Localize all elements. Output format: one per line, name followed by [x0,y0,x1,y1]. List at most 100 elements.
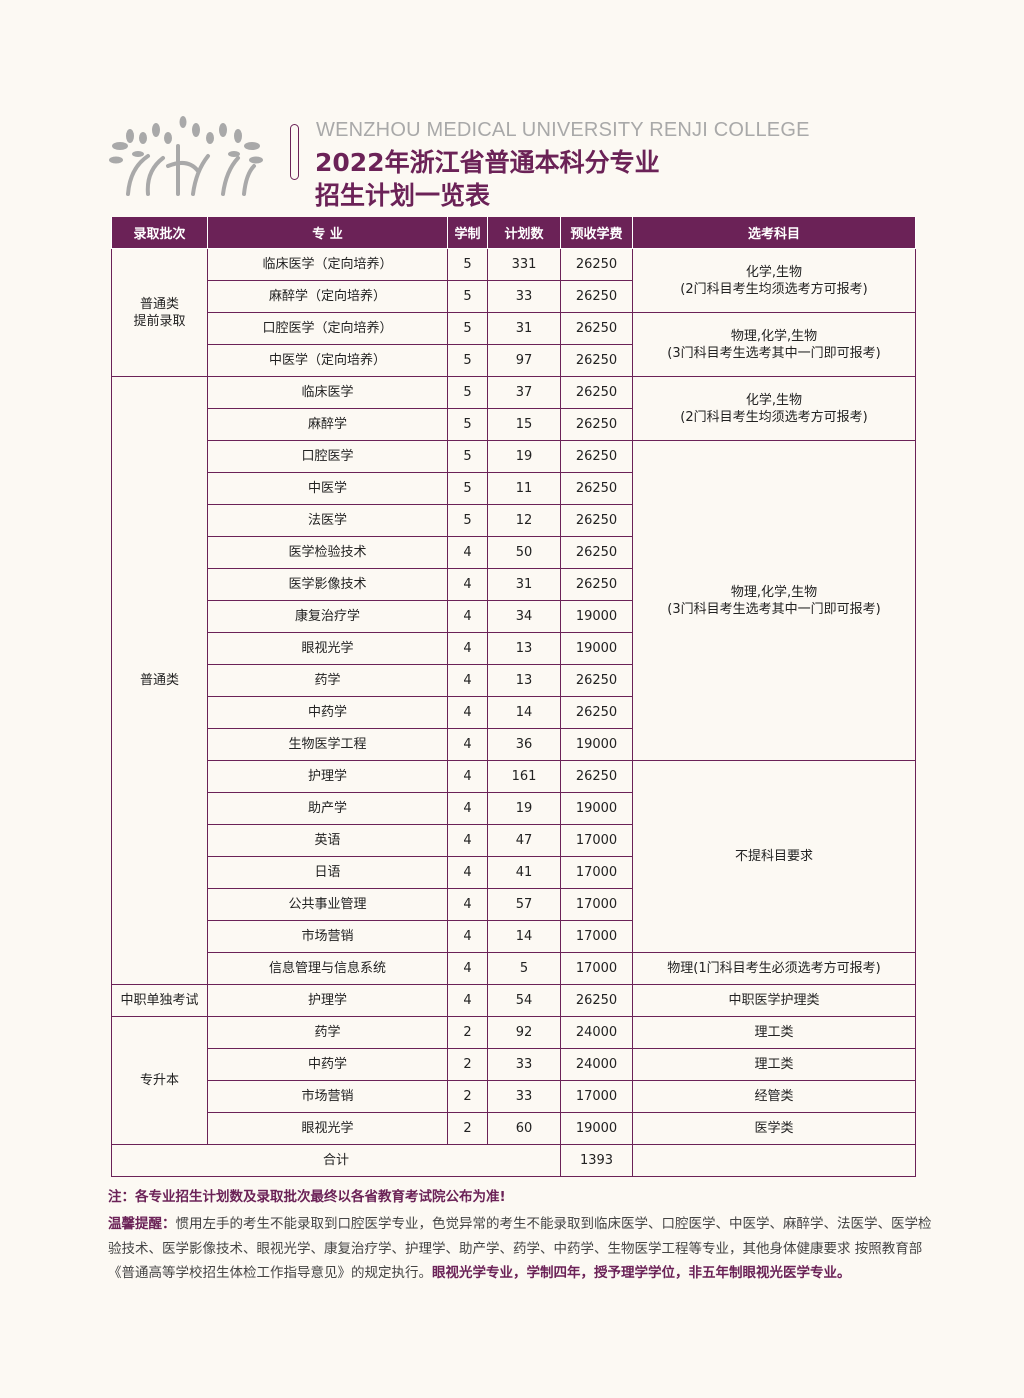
plan-cell: 37 [487,376,561,409]
years-cell: 4 [447,728,488,761]
plan-cell: 33 [487,1048,561,1081]
plan-cell: 14 [487,696,561,729]
college-english-name: WENZHOU MEDICAL UNIVERSITY RENJI COLLEGE [316,119,810,141]
years-cell: 4 [447,952,488,985]
table-row: 口腔医学 5 19 26250 物理,化学,生物 (3门科目考生选考其中一门即可报考) [112,440,916,761]
plan-cell: 331 [487,248,561,281]
major-cell: 眼视光学 [207,632,448,665]
plan-cell: 33 [487,280,561,313]
column-header: 预收学费 [560,217,633,249]
fee-cell: 24000 [560,1016,633,1049]
subjects-cell: 不提科目要求 [632,760,916,953]
plan-cell: 13 [487,632,561,665]
fee-cell: 26250 [560,280,633,313]
table-row: 市场营销 2 33 17000 经管类 [112,1080,916,1113]
major-cell: 中医学（定向培养） [207,344,448,377]
years-cell: 2 [447,1112,488,1145]
plan-cell: 31 [487,312,561,345]
reminder: 温馨提醒：惯用左手的考生不能录取到口腔医学专业，色觉异常的考生不能录取到临床医学… [108,1212,938,1286]
table-row: 法医学 5 12 26250 [112,504,916,537]
table-row: 麻醉学 5 15 26250 [112,408,916,441]
subjects-cell: 化学,生物 (2门科目考生均须选考方可报考) [632,248,916,313]
years-cell: 5 [447,504,488,537]
college-logo [109,116,263,196]
table-row: 药学 4 13 26250 [112,664,916,697]
fee-cell: 17000 [560,888,633,921]
major-cell: 信息管理与信息系统 [207,952,448,985]
fee-cell: 17000 [560,824,633,857]
major-cell: 临床医学 [207,376,448,409]
table-row: 麻醉学（定向培养） 5 33 26250 [112,280,916,313]
reminder-label: 温馨提醒： [108,1216,176,1232]
fee-cell: 19000 [560,728,633,761]
table-row: 护理学 4 161 26250 不提科目要求 [112,760,916,953]
years-cell: 4 [447,760,488,793]
enrollment-plan-table: 录取批次专 业学制 计划数 预收学费 选考科目 普通类 提前录取 临床医学（定向培养） 5… [111,217,916,1177]
major-cell: 法医学 [207,504,448,537]
reminder-bold: 眼视光学专业，学制四年，授予理学学位，非五年制眼视光医学专业。 [432,1265,851,1281]
subjects-cell: 化学,生物 (2门科目考生均须选考方可报考) [632,376,916,441]
total-row: 合计 1393 [111,1144,916,1177]
subjects-cell: 物理,化学,生物 (3门科目考生选考其中一门即可报考) [632,312,916,377]
batch-cell: 普通类 提前录取 [111,248,208,377]
major-cell: 中药学 [207,696,448,729]
reminder-text: 惯用左手的考生不能录取到口腔医学专业，色觉异常的考生不能录取到临床医学、口腔医学… [108,1216,932,1281]
major-cell: 口腔医学 [207,440,448,473]
years-cell: 5 [447,472,488,505]
batch-cell: 中职单独考试 [111,984,208,1017]
table-row: 口腔医学（定向培养） 5 31 26250 物理,化学,生物 (3门科目考生选考其中一门… [112,312,916,377]
total-label: 合计 [111,1144,561,1177]
page-title: 2022年浙江省普通本科分专业 [315,148,660,177]
major-cell: 麻醉学 [207,408,448,441]
years-cell: 2 [447,1048,488,1081]
column-header: 录取批次 [111,217,208,249]
fee-cell: 26250 [560,344,633,377]
empty-cell [632,1144,916,1177]
major-cell: 眼视光学 [207,1112,448,1145]
years-cell: 4 [447,568,488,601]
fee-cell: 26250 [560,536,633,569]
major-cell: 医学影像技术 [207,568,448,601]
table-row: 中职单独考试 护理学 4 54 26250 中职医学护理类 [111,984,916,1017]
fee-cell: 26250 [560,376,633,409]
plan-cell: 33 [487,1080,561,1113]
column-header: 选考科目 [632,217,916,249]
major-cell: 康复治疗学 [207,600,448,633]
plan-cell: 50 [487,536,561,569]
fee-cell: 19000 [560,600,633,633]
fee-cell: 26250 [560,472,633,505]
plan-cell: 54 [487,984,561,1017]
years-cell: 4 [447,696,488,729]
years-cell: 5 [447,440,488,473]
major-cell: 口腔医学（定向培养） [207,312,448,345]
plan-cell: 5 [487,952,561,985]
years-cell: 5 [447,248,488,281]
years-cell: 5 [447,280,488,313]
plan-cell: 92 [487,1016,561,1049]
subjects-cell: 物理(1门科目考生必须选考方可报考) [632,952,916,985]
fee-cell: 24000 [560,1048,633,1081]
plan-cell: 57 [487,888,561,921]
years-cell: 5 [447,344,488,377]
major-cell: 中医学 [207,472,448,505]
column-header: 学制 [447,217,488,249]
fee-cell: 17000 [560,952,633,985]
years-cell: 4 [447,984,488,1017]
plan-cell: 161 [487,760,561,793]
fee-cell: 17000 [560,856,633,889]
plan-cell: 19 [487,440,561,473]
fee-cell: 26250 [560,248,633,281]
table-row: 信息管理与信息系统 4 5 17000 物理(1门科目考生必须选考方可报考) [112,952,916,985]
plan-cell: 19 [487,792,561,825]
major-cell: 麻醉学（定向培养） [207,280,448,313]
years-cell: 4 [447,920,488,953]
subjects-cell: 理工类 [632,1048,916,1081]
plan-cell: 13 [487,664,561,697]
subjects-cell: 理工类 [632,1016,916,1049]
fee-cell: 26250 [560,760,633,793]
table-row: 普通类 提前录取 临床医学（定向培养） 5 331 26250 化学,生物 (2门科目考生… [111,248,916,377]
fee-cell: 17000 [560,920,633,953]
column-header: 计划数 [487,217,561,249]
table-row: 生物医学工程 4 36 19000 [112,728,916,761]
major-cell: 公共事业管理 [207,888,448,921]
